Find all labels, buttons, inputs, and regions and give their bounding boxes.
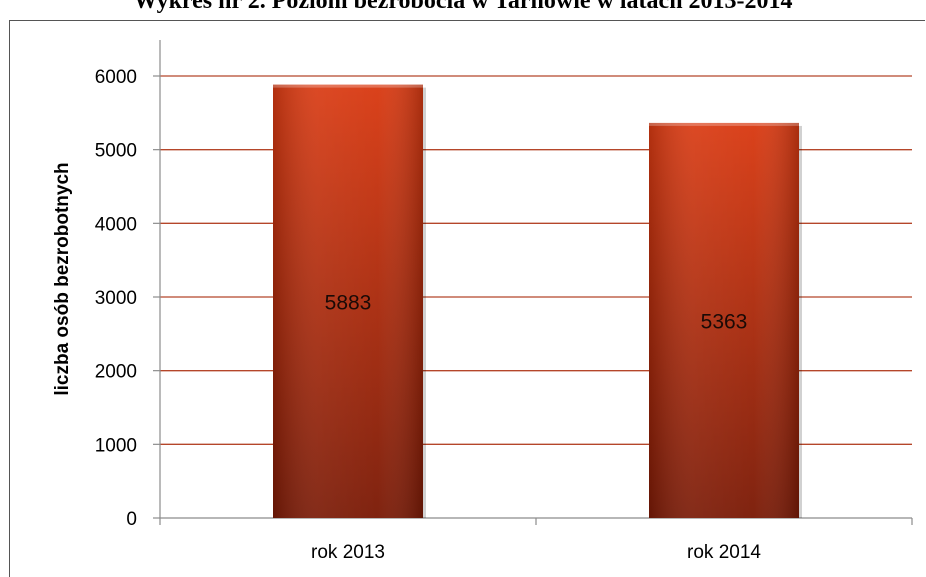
- data-label: 5363: [701, 310, 748, 333]
- chart-frame: [9, 20, 925, 577]
- y-tick-label: 1000: [95, 435, 137, 456]
- bar-highlight: [273, 84, 423, 88]
- y-tick-label: 3000: [95, 288, 137, 309]
- y-tick-label: 4000: [95, 214, 137, 235]
- y-axis-title: liczba osób bezrobotnych: [52, 162, 73, 395]
- x-category-label: rok 2014: [687, 542, 761, 563]
- data-label: 5883: [325, 291, 372, 314]
- y-tick-label: 5000: [95, 141, 137, 162]
- y-tick-label: 2000: [95, 362, 137, 383]
- bar-highlight: [649, 122, 799, 126]
- y-tick-label: 6000: [95, 67, 137, 88]
- y-tick-label: 0: [126, 509, 137, 530]
- chart-title: Wykres nr 2. Poziom bezrobocia w Tarnowi…: [133, 0, 793, 14]
- bar-shading: [273, 84, 423, 518]
- bar-shading: [649, 122, 799, 519]
- x-category-label: rok 2013: [311, 542, 385, 563]
